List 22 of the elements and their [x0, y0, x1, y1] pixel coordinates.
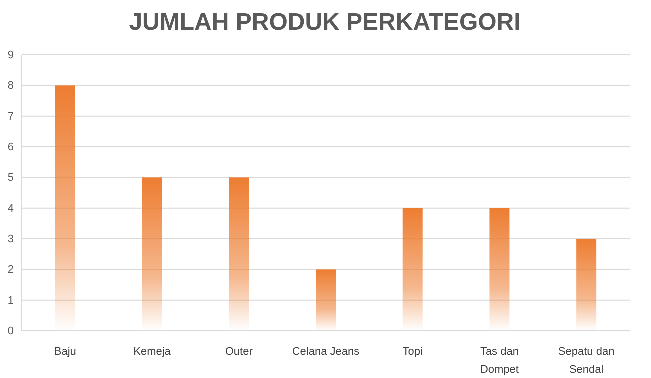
bar — [402, 208, 423, 331]
y-tick-label: 1 — [8, 294, 14, 307]
x-tick-label: Sepatu dan Sendal — [558, 346, 615, 376]
bar — [316, 270, 336, 331]
y-tick-label: 5 — [8, 172, 14, 184]
chart-title: JUMLAH PRODUK PERKATEGORI — [129, 9, 521, 36]
bar — [490, 208, 510, 331]
x-tick-label: Tas dan Dompet — [480, 346, 519, 376]
y-tick-label: 7 — [8, 110, 14, 123]
y-tick-label: 3 — [8, 234, 14, 246]
y-tick-label: 6 — [8, 142, 14, 154]
x-tick-label: Baju — [54, 346, 76, 358]
y-tick-label: 0 — [8, 326, 14, 338]
x-tick-label: Celana Jeans — [292, 346, 360, 358]
y-tick-label: 4 — [8, 202, 14, 215]
y-tick-label: 8 — [8, 80, 14, 92]
y-tick-label: 9 — [8, 50, 14, 62]
x-tick-label: Topi — [402, 346, 423, 358]
x-tick-label: Outer — [225, 346, 254, 358]
bar — [576, 239, 597, 331]
y-tick-label: 2 — [8, 264, 14, 276]
x-tick-label: Kemeja — [134, 346, 172, 358]
